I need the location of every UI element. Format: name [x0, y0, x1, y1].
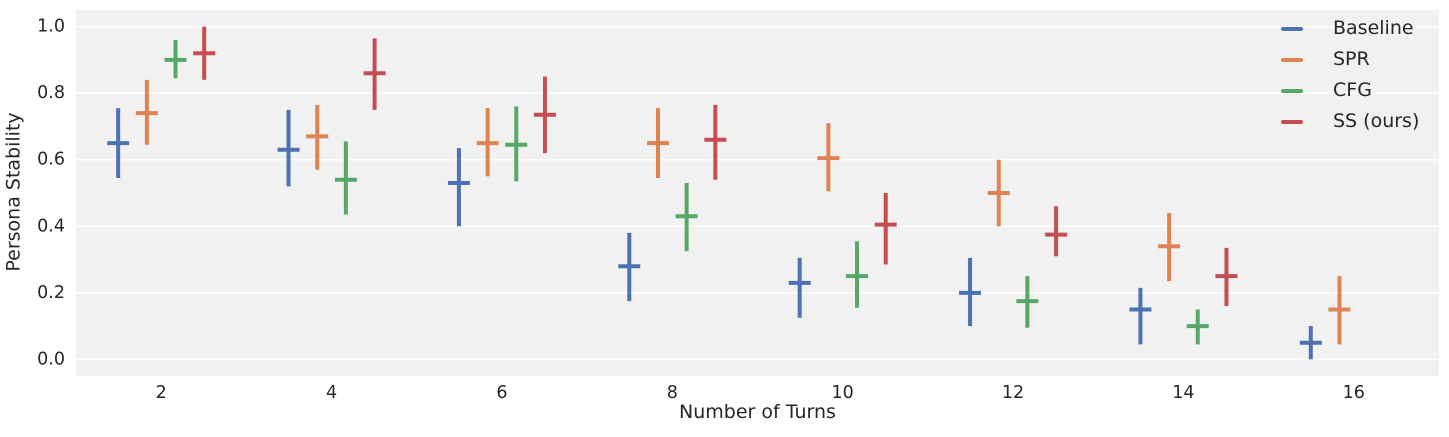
legend-line-icon: [1281, 26, 1303, 31]
x-tick-label: 14: [1172, 383, 1194, 403]
x-tick-label: 10: [832, 383, 854, 403]
x-tick-label: 4: [326, 383, 337, 403]
legend-line-icon: [1281, 119, 1303, 124]
legend-line-icon: [1281, 57, 1303, 62]
legend-label: Baseline: [1333, 17, 1414, 39]
x-tick-label: 2: [156, 383, 167, 403]
plot-area: [76, 10, 1439, 376]
legend-entry-baseline: Baseline: [1281, 13, 1419, 44]
y-tick-label: 0.8: [37, 83, 65, 103]
legend: Baseline SPR CFG SS (ours): [1281, 13, 1419, 137]
legend-line-icon: [1281, 88, 1303, 93]
legend-label: SPR: [1333, 48, 1370, 70]
legend-label: SS (ours): [1333, 110, 1420, 132]
y-tick-label: 1.0: [37, 17, 65, 37]
legend-entry-ss-ours: SS (ours): [1281, 106, 1419, 137]
x-axis-label: Number of Turns: [679, 401, 836, 423]
y-tick-label: 0.4: [37, 216, 65, 236]
legend-entry-spr: SPR: [1281, 44, 1419, 75]
y-tick-label: 0.6: [37, 150, 65, 170]
x-tick-label: 16: [1343, 383, 1365, 403]
legend-label: CFG: [1333, 79, 1372, 101]
y-axis-label: Persona Stability: [2, 112, 25, 272]
x-tick-label: 6: [496, 383, 507, 403]
y-tick-label: 0.2: [37, 283, 65, 303]
legend-entry-cfg: CFG: [1281, 75, 1419, 106]
x-tick-label: 8: [667, 383, 678, 403]
x-tick-label: 12: [1002, 383, 1024, 403]
y-tick-label: 0.0: [37, 349, 65, 369]
